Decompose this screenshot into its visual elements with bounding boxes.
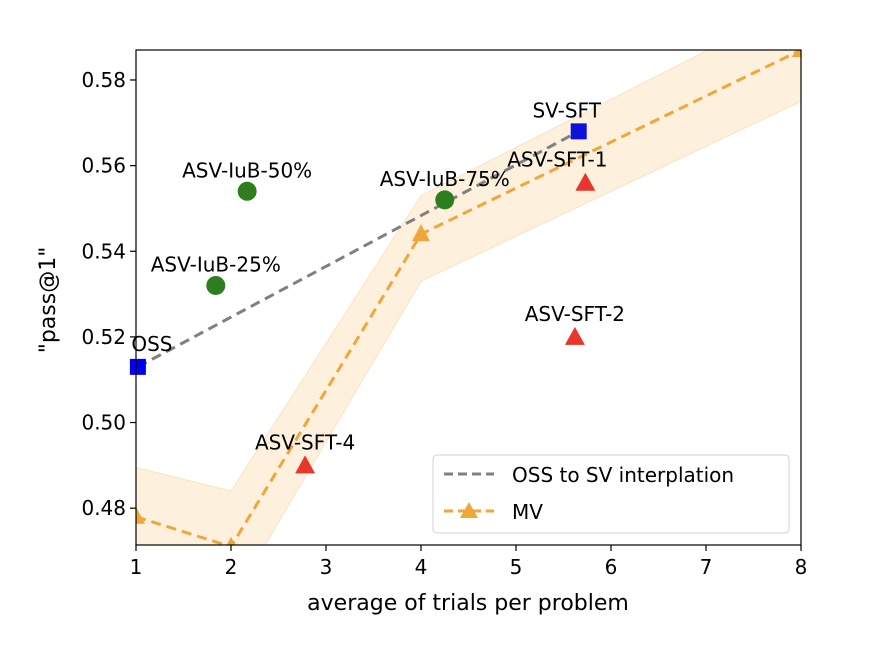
interpolation-line: [137, 130, 580, 369]
point-asv-sft-4-label: ASV-SFT-4: [255, 430, 355, 454]
x-tick-label: 2: [225, 555, 238, 579]
mv-confidence-band: [136, 50, 801, 545]
mv-point: [136, 506, 145, 524]
x-tick-label: 4: [415, 555, 428, 579]
point-sv-sft-label: SV-SFT: [532, 98, 601, 122]
confidence-band-layer: [136, 50, 801, 545]
y-tick-label: 0.52: [81, 325, 126, 349]
x-axis: 1 2 3 4 5 6 7 8: [130, 545, 808, 579]
mv-point: [226, 536, 236, 545]
legend: OSS to SV interplation MV: [432, 454, 790, 534]
y-axis: 0.48 0.50 0.52 0.54 0.56 0.58: [81, 68, 136, 520]
x-tick-label: 7: [700, 555, 713, 579]
legend-mv-label: MV: [512, 500, 543, 524]
point-oss: [129, 358, 146, 375]
point-oss-label: OSS: [131, 332, 172, 356]
y-tick-label: 0.48: [81, 496, 126, 520]
point-asv-iub-25--label: ASV-IuB-25%: [151, 253, 281, 277]
legend-mv-marker: [460, 502, 478, 518]
legend-frame: [432, 454, 790, 534]
x-tick-label: 8: [795, 555, 808, 579]
point-asv-iub-25-: [206, 276, 226, 296]
point-asv-iub-50-: [237, 181, 257, 201]
x-tick-label: 6: [605, 555, 618, 579]
point-layer: OSS SV-SFT ASV-IuB-25% ASV-IuB-50% ASV-IuB-7…: [129, 98, 625, 474]
mv-line: [136, 50, 801, 545]
x-tick-label: 1: [130, 555, 143, 579]
line-layer: [136, 50, 801, 545]
point-asv-sft-1: [575, 172, 596, 191]
y-tick-label: 0.50: [81, 411, 126, 435]
x-axis-label: average of trials per problem: [307, 591, 629, 616]
x-tick-label: 3: [320, 555, 333, 579]
point-asv-sft-2: [564, 326, 585, 345]
point-asv-sft-2-label: ASV-SFT-2: [525, 302, 625, 326]
plot-frame: [135, 49, 802, 546]
mv-point: [412, 224, 430, 242]
x-tick-label: 5: [510, 555, 523, 579]
y-tick-label: 0.56: [81, 154, 126, 178]
point-asv-sft-1-label: ASV-SFT-1: [507, 148, 607, 172]
point-asv-sft-4: [295, 455, 316, 474]
y-axis-label: "pass@1": [36, 247, 61, 354]
y-tick-label: 0.54: [81, 239, 126, 263]
point-asv-iub-75--label: ASV-IuB-75%: [380, 167, 510, 191]
legend-interp-label: OSS to SV interplation: [512, 463, 734, 487]
y-tick-label: 0.58: [81, 68, 126, 92]
mv-point: [792, 50, 801, 57]
point-asv-iub-50--label: ASV-IuB-50%: [182, 158, 312, 182]
point-asv-iub-75-: [435, 190, 455, 210]
point-sv-sft: [570, 123, 587, 140]
